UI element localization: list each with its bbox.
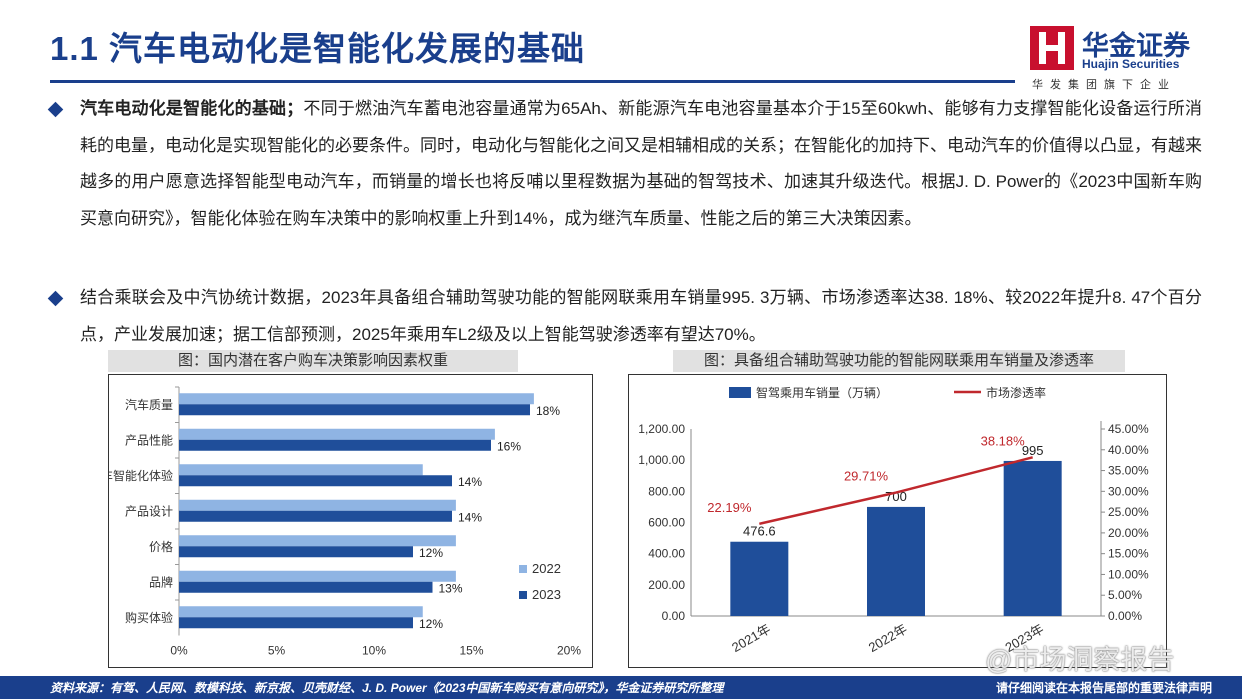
chart2-legend-bar-label: 智驾乘用车销量（万辆） (756, 385, 888, 400)
chart2-legend-line-label: 市场渗透率 (986, 385, 1046, 400)
chart1-bar-2023 (179, 617, 413, 629)
chart2-caption: 图：具备组合辅助驾驶功能的智能网联乘用车销量及渗透率 (673, 350, 1125, 372)
chart1-category-label: 购买体验 (125, 610, 173, 625)
footer-source: 资料来源：有驾、人民网、数模科技、新京报、贝壳财经、J. D. Power《20… (50, 681, 724, 695)
chart2-right-tick-label: 30.00% (1108, 484, 1149, 498)
chart2-left-tick-label: 200.00 (648, 578, 685, 592)
chart2-line-label: 38.18% (981, 433, 1026, 448)
logo-mark-icon (1030, 26, 1074, 70)
chart1-x-tick-label: 10% (362, 644, 386, 658)
chart1-bar-2022 (179, 570, 456, 582)
chart2-left-tick-label: 400.00 (648, 547, 685, 561)
page-title: 1.1 汽车电动化是智能化发展的基础 (50, 30, 586, 67)
chart1-svg: 汽车质量 18% 产品性能 16% 汽车智能化体验 14% 产品设计 14% 价格 12% 品牌 13… (109, 386, 581, 658)
chart1-bar-2022 (179, 464, 423, 476)
chart1-bar-2023 (179, 475, 452, 487)
chart1-data-label: 16% (497, 439, 521, 453)
chart1-bar-2023 (179, 404, 530, 416)
chart1-caption: 图：国内潜在客户购车决策影响因素权重 (108, 350, 518, 372)
logo-cn-text: 华金证券 (1082, 31, 1190, 61)
watermark-text: @市场洞察报告 (985, 645, 1175, 675)
chart2-right-tick-label: 10.00% (1108, 567, 1149, 581)
chart2-left-tick-label: 800.00 (648, 484, 685, 498)
chart1-data-label: 14% (458, 510, 482, 524)
paragraph-1-body: 不同于燃油汽车蓄电池容量通常为65Ah、新能源汽车电池容量基本介于15至60kw… (80, 99, 1202, 228)
chart2-right-tick-label: 25.00% (1108, 505, 1149, 519)
chart1-bar-2023 (179, 439, 491, 451)
chart2-right-tick-label: 0.00% (1108, 609, 1142, 623)
chart1-data-label: 12% (419, 617, 443, 631)
chart1-x-tick-label: 15% (459, 644, 483, 658)
chart1-data-label: 13% (439, 581, 463, 595)
chart1-data-label: 14% (458, 475, 482, 489)
paragraph-1: 汽车电动化是智能化的基础；不同于燃油汽车蓄电池容量通常为65Ah、新能源汽车电池… (80, 91, 1202, 237)
chart1-category-label: 价格 (149, 539, 173, 554)
chart1-category-label: 产品设计 (125, 504, 173, 518)
chart1-category-label: 汽车智能化体验 (109, 468, 173, 483)
chart2-right-tick-label: 40.00% (1108, 443, 1149, 457)
chart1-bar-2023 (179, 581, 433, 593)
chart2-right-tick-label: 5.00% (1108, 588, 1142, 602)
chart2-bar (867, 506, 925, 616)
chart1-bar-2022 (179, 428, 495, 440)
chart2-container: 0.00 200.00 400.00 600.00 800.00 1,000.00 1,20… (628, 374, 1167, 668)
chart2-legend-bar-swatch (729, 387, 751, 398)
chart1-data-label: 12% (419, 546, 443, 560)
chart2-bar-label: 476.6 (743, 524, 776, 539)
chart2-bar (730, 541, 789, 616)
footer-disclaimer: 请仔细阅读在本报告尾部的重要法律声明 (995, 681, 1212, 695)
chart1-category-label: 品牌 (149, 575, 173, 589)
chart1-bar-2022 (179, 535, 456, 547)
chart2-svg: 0.00 200.00 400.00 600.00 800.00 1,000.00 1,20… (638, 385, 1149, 655)
chart1-container: 汽车质量 18% 产品性能 16% 汽车智能化体验 14% 产品设计 14% 价格 12% 品牌 13… (108, 374, 593, 668)
chart1-bar-2022 (179, 393, 534, 405)
title-divider (50, 80, 1015, 83)
chart2-right-tick-label: 35.00% (1108, 464, 1149, 478)
logo-tagline: 华发集团旗下企业 (1032, 79, 1176, 91)
chart2-category-label: 2021年 (729, 621, 773, 655)
footer-bar: 资料来源：有驾、人民网、数模科技、新京报、贝壳财经、J. D. Power《20… (0, 676, 1242, 699)
chart2-penetration-line (759, 456, 1033, 526)
paragraph-2-body: 结合乘联会及中汽协统计数据，2023年具备组合辅助驾驶功能的智能网联乘用车销量9… (80, 288, 1202, 344)
chart1-x-tick-label: 5% (268, 644, 286, 658)
chart1-x-tick-label: 0% (170, 644, 188, 658)
company-logo: 华金证券 Huajin Securities 华发集团旗下企业 (1030, 22, 1220, 94)
chart2-left-tick-label: 600.00 (648, 516, 685, 530)
paragraph-2: 结合乘联会及中汽协统计数据，2023年具备组合辅助驾驶功能的智能网联乘用车销量9… (80, 280, 1202, 353)
chart1-bar-2023 (179, 510, 452, 522)
chart1-bar-2023 (179, 546, 413, 558)
chart2-left-tick-label: 1,200.00 (638, 422, 685, 436)
chart2-line-label: 29.71% (844, 469, 889, 484)
chart1-legend-label: 2022 (532, 561, 561, 576)
chart2-left-tick-label: 0.00 (662, 609, 686, 623)
chart1-category-label: 汽车质量 (125, 397, 173, 412)
chart2-category-label: 2022年 (866, 621, 910, 655)
chart2-left-tick-label: 1,000.00 (638, 453, 685, 467)
chart1-bar-2022 (179, 499, 456, 511)
chart2-line-label: 22.19% (707, 500, 752, 515)
chart1-x-tick-label: 20% (557, 644, 581, 658)
logo-en-text: Huajin Securities (1082, 57, 1180, 71)
paragraph-1-lead: 汽车电动化是智能化的基础； (80, 99, 304, 118)
chart1-legend-swatch (519, 591, 527, 599)
chart1-data-label: 18% (536, 404, 560, 418)
chart1-bar-2022 (179, 606, 423, 618)
chart2-right-tick-label: 20.00% (1108, 526, 1149, 540)
chart2-bar-label: 995 (1022, 443, 1044, 458)
chart2-right-tick-label: 15.00% (1108, 547, 1149, 561)
chart2-right-tick-label: 45.00% (1108, 422, 1149, 436)
chart1-category-label: 产品性能 (125, 433, 173, 447)
chart1-legend-label: 2023 (532, 587, 561, 602)
chart1-legend-swatch (519, 565, 527, 573)
chart2-bar (1003, 460, 1062, 616)
